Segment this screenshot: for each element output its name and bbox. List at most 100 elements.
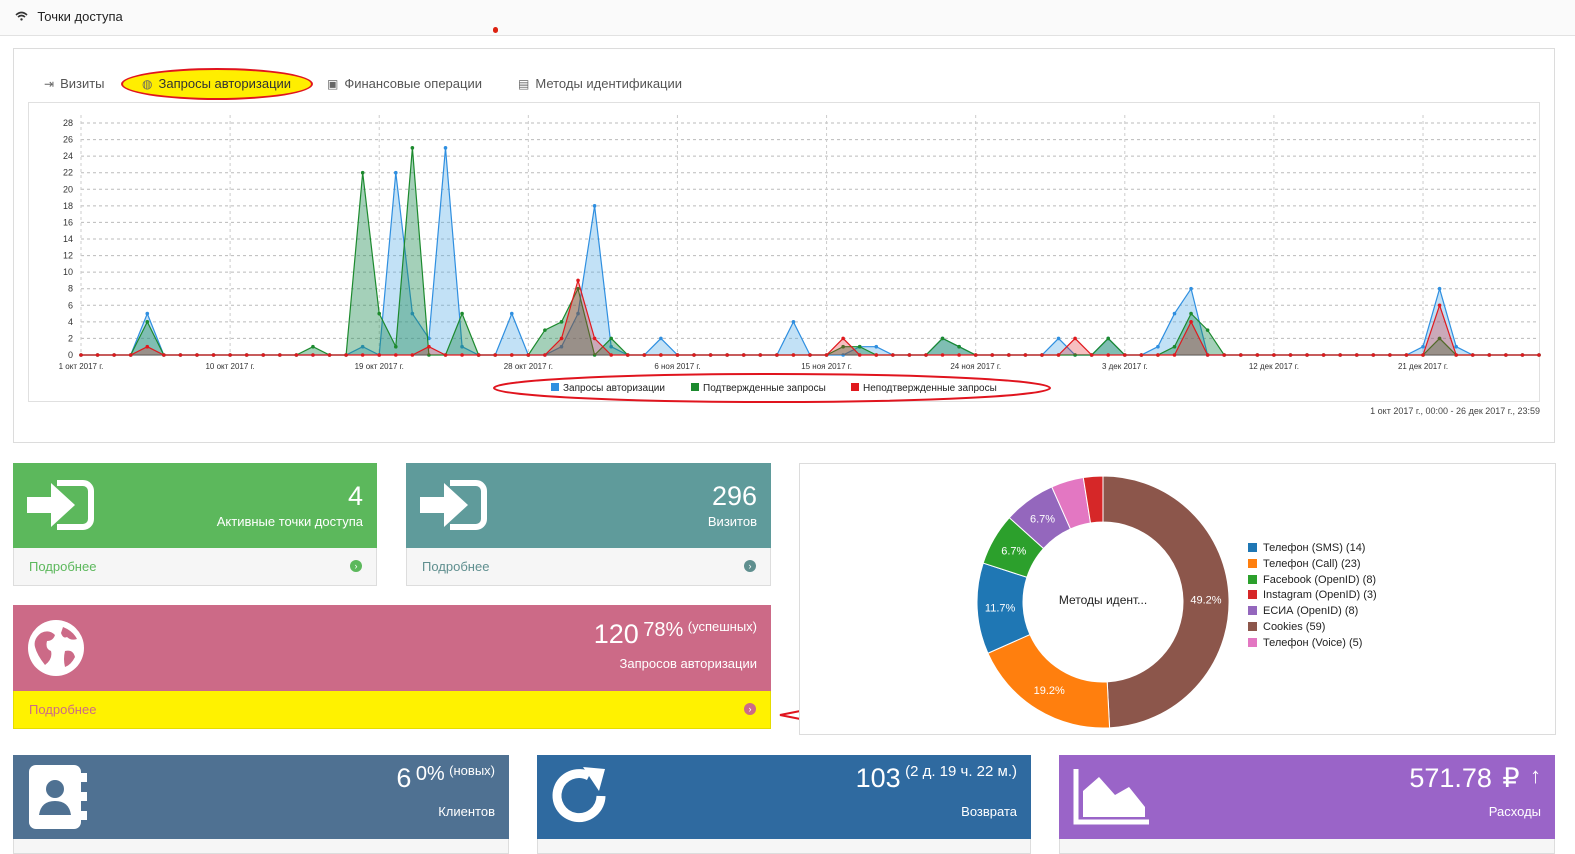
highlight-oval (121, 68, 313, 100)
data-point (1404, 353, 1409, 357)
legend-label: Instagram (OpenID) (3) (1263, 589, 1377, 602)
data-point (758, 353, 763, 357)
more-link[interactable]: Подробнее › (13, 691, 771, 729)
y-tick-label: 20 (63, 184, 73, 194)
data-point (360, 170, 365, 175)
legend-swatch (551, 383, 559, 391)
data-point (940, 353, 945, 357)
returns-label: Возврата (961, 804, 1017, 819)
tab-visits[interactable]: ⇥ Визиты (44, 76, 105, 91)
donut-slice[interactable] (1082, 475, 1104, 524)
data-point (393, 344, 398, 349)
legend-item[interactable]: Cookies (59) (1248, 620, 1377, 636)
data-point (1454, 353, 1458, 357)
data-point (559, 320, 564, 324)
x-tick-label: 28 окт 2017 г. (504, 362, 553, 371)
area-chart-icon (1073, 767, 1151, 830)
data-point (1122, 353, 1127, 357)
globe-icon: ◍ (142, 77, 153, 91)
returns-duration: (2 д. 19 ч. 22 м.) (905, 763, 1017, 780)
data-point (1255, 353, 1260, 357)
clients-new-percent: 0% (415, 763, 445, 785)
more-link[interactable]: Подробнее › (406, 548, 771, 586)
x-tick-label: 6 ноя 2017 г. (654, 362, 700, 371)
donut-slice[interactable] (1102, 475, 1230, 729)
data-point (1040, 353, 1044, 357)
data-point (1537, 353, 1541, 357)
more-link[interactable]: Подробнее › (13, 548, 377, 586)
data-point (659, 336, 663, 341)
data-point (625, 353, 630, 357)
tab-financial[interactable]: ▣ Финансовые операции (327, 76, 482, 91)
x-tick-label: 19 окт 2017 г. (355, 362, 404, 371)
legend-item[interactable]: Телефон (Call) (23) (1248, 557, 1377, 573)
legend-item[interactable]: Instagram (OpenID) (3) (1248, 588, 1377, 604)
data-point (261, 353, 266, 357)
donut-legend: Телефон (SMS) (14) Телефон (Call) (23) Fac… (1248, 541, 1377, 652)
series-area (81, 280, 1539, 355)
y-tick-label: 14 (63, 234, 73, 244)
data-point (195, 353, 199, 357)
data-point (393, 170, 398, 175)
data-point (1089, 353, 1094, 357)
tile-expenses: 571.78 ₽ ↑ Расходы (1059, 755, 1555, 854)
y-tick-label: 6 (68, 300, 73, 310)
data-point (874, 353, 879, 357)
donut-slice[interactable] (987, 633, 1111, 729)
y-tick-label: 24 (63, 151, 73, 161)
data-point (824, 353, 829, 357)
tile-auth-requests: 120 78% (успешных) Запросов авторизации … (13, 605, 771, 729)
auth-success-note: (успешных) (687, 619, 757, 634)
tab-auth-requests[interactable]: ◍ Запросы авторизации (142, 76, 292, 91)
data-point (791, 353, 796, 357)
x-tick-label: 24 ноя 2017 г. (950, 362, 1001, 371)
data-point (808, 353, 812, 357)
date-range: 1 окт 2017 г., 00:00 - 26 дек 2017 г., 2… (1370, 406, 1540, 416)
legend-item[interactable]: Телефон (Voice) (5) (1248, 636, 1377, 652)
data-point (1205, 353, 1210, 357)
legend-item[interactable]: ЕСИА (OpenID) (8) (1248, 604, 1377, 620)
data-point (741, 353, 746, 357)
data-point (891, 353, 895, 357)
y-tick-label: 4 (68, 317, 73, 327)
data-point (1437, 336, 1442, 341)
data-point (559, 336, 564, 341)
data-point (1520, 353, 1525, 357)
data-point (1321, 353, 1326, 357)
money-icon: ▣ (327, 77, 339, 91)
data-point (1354, 353, 1359, 357)
data-point (278, 353, 282, 357)
x-tick-label: 12 дек 2017 г. (1249, 362, 1299, 371)
legend-item[interactable]: Facebook (OpenID) (8) (1248, 573, 1377, 589)
data-point (311, 344, 315, 349)
data-point (145, 320, 150, 324)
legend-item[interactable]: Телефон (SMS) (14) (1248, 541, 1377, 557)
data-point (841, 336, 845, 341)
legend-swatch (1248, 558, 1257, 568)
data-point (559, 344, 564, 349)
tab-identification-methods[interactable]: ▤ Методы идентификации (518, 76, 683, 91)
data-point (1156, 344, 1160, 349)
donut-slice-label: 6.7% (1001, 546, 1026, 558)
data-point (509, 353, 514, 357)
active-points-value: 4 (347, 481, 363, 511)
data-point (460, 353, 464, 357)
wifi-icon (15, 10, 31, 24)
data-point (344, 353, 348, 357)
data-point (162, 353, 166, 357)
legend-label: Телефон (Voice) (5) (1263, 636, 1363, 649)
data-point (1056, 353, 1061, 357)
data-point (1007, 353, 1011, 357)
red-mark (493, 27, 498, 33)
legend-swatch (1248, 621, 1257, 631)
data-point (1288, 353, 1293, 357)
data-point (874, 344, 879, 349)
chart-panel (13, 48, 1555, 443)
data-point (791, 320, 796, 324)
data-point (1305, 353, 1309, 357)
data-point (1073, 336, 1077, 341)
active-points-label: Активные точки доступа (216, 514, 363, 529)
data-point (1073, 353, 1077, 357)
data-point (1189, 320, 1193, 324)
data-point (1205, 328, 1210, 332)
